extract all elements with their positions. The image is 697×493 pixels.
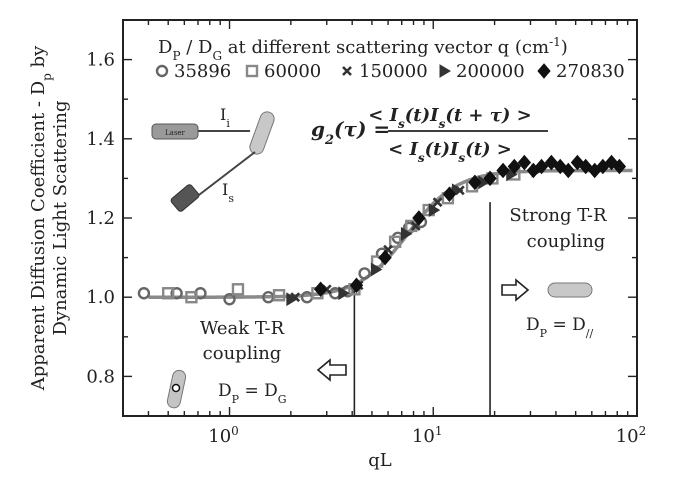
data-point-270830 [378, 249, 392, 266]
strong-coupling-line1: Strong T-R [509, 205, 607, 226]
data-point-270830 [442, 186, 457, 203]
dp-equals-dpar: DP = D// [526, 315, 593, 340]
data-point-60000 [272, 289, 286, 302]
data-points [137, 154, 627, 307]
y-axis-ticks: 0.8 1.0 1.2 1.4 1.6 [86, 19, 637, 417]
data-point-150000 [432, 197, 443, 208]
scattered-intensity-label: Is [222, 180, 234, 205]
legend-label-35896: 35896 [174, 61, 231, 82]
data-point-200000 [370, 262, 383, 277]
scattering-diagram: Laser Ii Is [151, 105, 275, 212]
x-tick-label: 101 [412, 424, 443, 447]
data-point-270830 [507, 158, 521, 175]
y-tick-label: 1.2 [86, 208, 115, 229]
left-arrow-icon [316, 358, 347, 382]
data-point-270830 [579, 158, 593, 175]
data-point-270830 [496, 162, 510, 179]
rod-particle-horizontal-icon [547, 282, 593, 298]
legend-title: DP / DG at different scattering vector q… [158, 35, 568, 63]
weak-coupling-line2: coupling [203, 343, 282, 364]
data-point-270830 [349, 277, 364, 294]
data-point-270830 [612, 158, 627, 175]
legend-marker-200000 [439, 64, 451, 78]
legend-marker-150000 [342, 66, 352, 76]
scattered-beam [194, 151, 256, 199]
data-point-270830 [534, 158, 549, 175]
data-point-35896 [223, 292, 236, 306]
x-axis-label: qL [368, 450, 392, 471]
data-point-60000 [231, 283, 245, 296]
y-axis-label-line1: Apparent Diffusion Coefficient - Dp by [28, 45, 54, 391]
data-point-270830 [483, 170, 497, 187]
y-axis-label-2: Dynamic Light Scattering [50, 100, 71, 335]
legend-label-150000: 150000 [359, 61, 428, 82]
data-point-270830 [517, 154, 532, 171]
data-point-270830 [561, 162, 575, 179]
y-axis-label-line2: Dynamic Light Scattering [50, 100, 71, 335]
data-point-200000 [400, 226, 413, 241]
legend-marker-60000 [245, 64, 259, 78]
laser-label: Laser [165, 129, 186, 137]
data-point-270830 [313, 281, 328, 298]
data-point-35896 [358, 267, 371, 280]
x-tick-label: 100 [208, 424, 239, 447]
y-tick-label: 1.4 [86, 129, 115, 150]
data-point-270830 [604, 154, 619, 171]
y-tick-label: 1.0 [86, 287, 115, 308]
data-point-270830 [468, 174, 482, 191]
y-axis-label: Apparent Diffusion Coefficient - Dp by [28, 45, 54, 391]
legend-marker-270830 [537, 63, 551, 79]
detector-icon [170, 184, 200, 212]
data-point-270830 [570, 154, 585, 171]
data-point-200000 [338, 286, 350, 301]
fit-curve [148, 168, 633, 299]
data-point-60000 [388, 235, 402, 248]
weak-coupling-line1: Weak T-R [200, 318, 285, 339]
right-arrow-icon [501, 278, 530, 302]
data-point-35896 [137, 287, 151, 300]
legend-label-200000: 200000 [456, 61, 525, 82]
rod-particle-icon [249, 111, 275, 155]
formula-denominator: < Is(t)Is(t) > [388, 139, 512, 165]
legend-label-60000: 60000 [264, 61, 321, 82]
region-dividers [353, 202, 491, 416]
dp-equals-dg: DP = DG [218, 381, 287, 406]
x-axis-ticks: 100 101 102 [122, 20, 647, 447]
data-point-200000 [506, 167, 518, 182]
data-point-200000 [286, 292, 298, 307]
incident-intensity-label: Ii [220, 105, 230, 130]
data-point-200000 [428, 203, 441, 217]
rod-particle-small-icon [166, 369, 187, 409]
g2-formula: g2(τ) = < Is(t)Is(t + τ) > < Is(t)Is(t) … [311, 105, 548, 165]
formula-numerator: < Is(t)Is(t + τ) > [368, 105, 532, 131]
strong-coupling-line2: coupling [527, 231, 606, 252]
x-tick-label: 102 [616, 424, 647, 447]
y-tick-label: 0.8 [86, 366, 115, 387]
data-point-60000 [185, 291, 198, 304]
legend-marker-35896 [155, 64, 169, 78]
legend: 35896 60000 150000 200000 270830 [155, 61, 625, 82]
data-point-60000 [161, 287, 175, 300]
y-tick-label: 1.6 [86, 50, 115, 71]
data-point-35896 [170, 287, 183, 300]
legend-label-270830: 270830 [556, 61, 625, 82]
data-point-270830 [412, 210, 426, 226]
